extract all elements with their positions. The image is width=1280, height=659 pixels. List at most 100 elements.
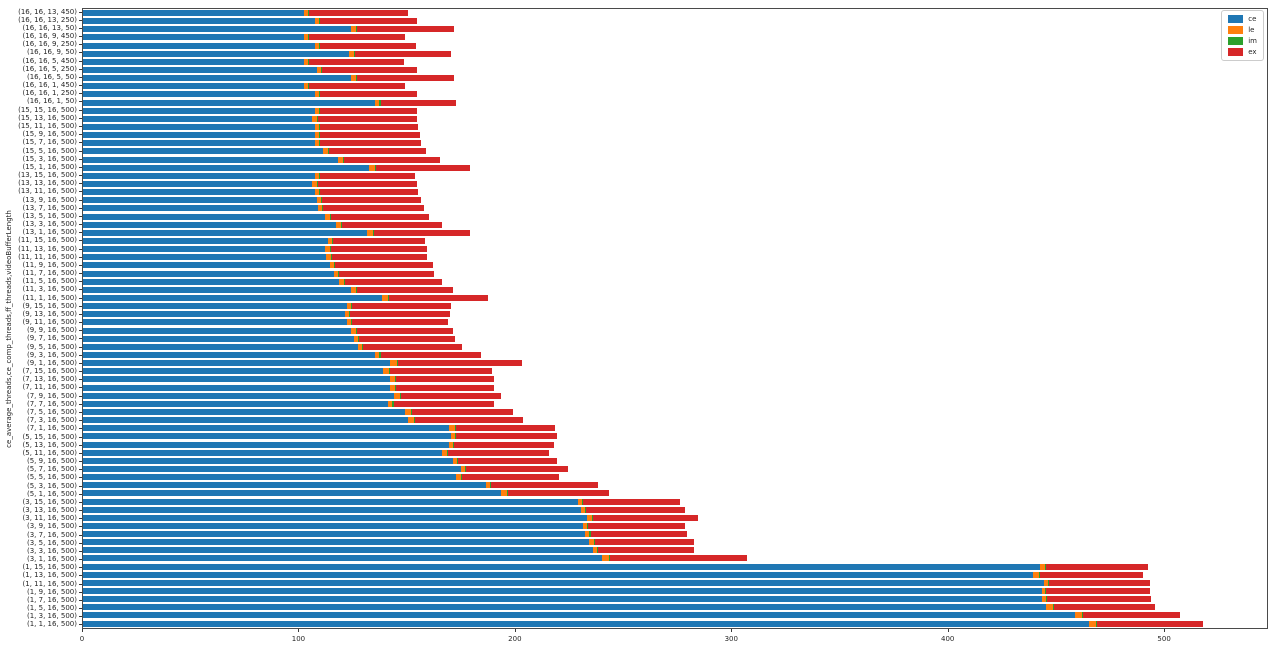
y-tick-label-row: (5, 3, 16, 500) — [0, 482, 82, 490]
bar-segment-ce — [83, 278, 340, 285]
bar-segment-le — [592, 547, 597, 554]
y-tick-mark — [79, 518, 82, 520]
bar-segment-le — [314, 132, 319, 139]
bar-segment-ex — [352, 303, 451, 310]
bar-row — [83, 123, 1267, 131]
bar-row — [83, 465, 1267, 473]
bar-segment-ce — [83, 75, 352, 82]
bar-segment-ex — [466, 465, 568, 472]
y-tick-label: (13, 15, 16, 500) — [18, 171, 77, 180]
y-tick-mark — [79, 60, 82, 62]
bar-segment-im — [357, 335, 359, 342]
stacked-bar — [83, 392, 501, 399]
bar-segment-ex — [458, 457, 557, 464]
stacked-bar — [83, 303, 451, 310]
legend-swatch-ce — [1228, 15, 1244, 23]
bar-segment-im — [457, 457, 459, 464]
bar-segment-ce — [83, 140, 315, 147]
bar-row — [83, 261, 1267, 269]
bar-segment-ex — [389, 294, 488, 301]
y-tick-label-row: (1, 15, 16, 500) — [0, 564, 82, 572]
y-tick-mark — [79, 599, 82, 601]
stacked-bar — [83, 474, 560, 481]
bar-segment-im — [585, 506, 587, 513]
bar-segment-ex — [319, 140, 421, 147]
stacked-bar — [83, 433, 557, 440]
bar-segment-ex — [363, 343, 462, 350]
y-tick-label-row: (11, 3, 16, 500) — [0, 286, 82, 294]
bar-segment-ce — [83, 522, 583, 529]
bar-row — [83, 139, 1267, 147]
bar-segment-le — [500, 490, 508, 497]
bar-segment-im — [318, 124, 320, 131]
y-tick-label: (9, 15, 16, 500) — [22, 301, 77, 310]
bar-segment-le — [347, 319, 352, 326]
bar-segment-le — [347, 303, 352, 310]
bar-segment-ex — [350, 311, 450, 318]
y-tick-mark — [79, 428, 82, 430]
y-tick-mark — [79, 240, 82, 242]
bar-row — [83, 392, 1267, 400]
bar-segment-ce — [83, 417, 408, 424]
bar-segment-ex — [339, 270, 434, 277]
bar-segment-ce — [83, 229, 367, 236]
y-tick-label-row: (3, 9, 16, 500) — [0, 523, 82, 531]
bar-row — [83, 318, 1267, 326]
y-tick-label-row: (13, 15, 16, 500) — [0, 171, 82, 179]
x-tick-label: 500 — [1157, 635, 1171, 643]
bar-segment-le — [368, 164, 376, 171]
bar-segment-ce — [83, 132, 315, 139]
bar-segment-ex — [1039, 571, 1144, 578]
bar-segment-le — [582, 522, 588, 529]
y-tick-mark — [79, 444, 82, 446]
bar-segment-ex — [395, 384, 495, 391]
bar-segment-ce — [83, 115, 313, 122]
bar-segment-ce — [83, 596, 1042, 603]
bar-segment-le — [349, 50, 354, 57]
bar-row — [83, 90, 1267, 98]
y-tick-label: (15, 15, 16, 500) — [18, 105, 77, 114]
bar-segment-le — [390, 376, 395, 383]
y-tick-mark — [79, 19, 82, 21]
bar-segment-ex — [317, 181, 418, 188]
bar-segment-im — [329, 213, 331, 220]
stacked-bar — [83, 417, 524, 424]
stacked-bar — [83, 531, 687, 538]
bar-segment-ex — [358, 335, 456, 342]
y-tick-mark — [79, 125, 82, 127]
bar-segment-ce — [83, 181, 313, 188]
bar-segment-im — [355, 26, 357, 33]
y-tick-label: (16, 16, 13, 50) — [22, 23, 77, 32]
stacked-bar — [83, 221, 443, 228]
bar-segment-le — [580, 506, 586, 513]
bar-segment-le — [314, 124, 319, 131]
y-tick-label-row: (9, 1, 16, 500) — [0, 359, 82, 367]
y-tick-label: (9, 9, 16, 500) — [27, 326, 77, 335]
bar-segment-le — [314, 18, 319, 25]
bar-row — [83, 326, 1267, 334]
bar-segment-le — [303, 10, 309, 17]
y-tick-label-row: (16, 16, 9, 50) — [0, 49, 82, 57]
bar-segment-ex — [586, 506, 685, 513]
y-tick-label: (11, 11, 16, 500) — [18, 252, 77, 261]
y-tick-mark — [79, 412, 82, 413]
bar-segment-le — [1033, 571, 1039, 578]
bar-segment-ce — [83, 34, 304, 41]
bar-segment-ex — [343, 156, 441, 163]
bar-segment-ce — [83, 571, 1034, 578]
legend-swatch-im — [1228, 37, 1244, 45]
bar-row — [83, 351, 1267, 359]
bar-segment-ex — [588, 522, 685, 529]
bar-row — [83, 172, 1267, 180]
stacked-bar — [83, 539, 695, 546]
bar-segment-ex — [319, 107, 418, 114]
y-tick-mark — [79, 11, 82, 13]
stacked-bar — [83, 351, 482, 358]
bar-segment-ce — [83, 400, 389, 407]
bar-segment-le — [390, 360, 397, 367]
legend-label: ex — [1248, 48, 1257, 56]
bar-segment-le — [456, 474, 461, 481]
bar-segment-im — [581, 498, 583, 505]
bar-segment-ce — [83, 474, 457, 481]
